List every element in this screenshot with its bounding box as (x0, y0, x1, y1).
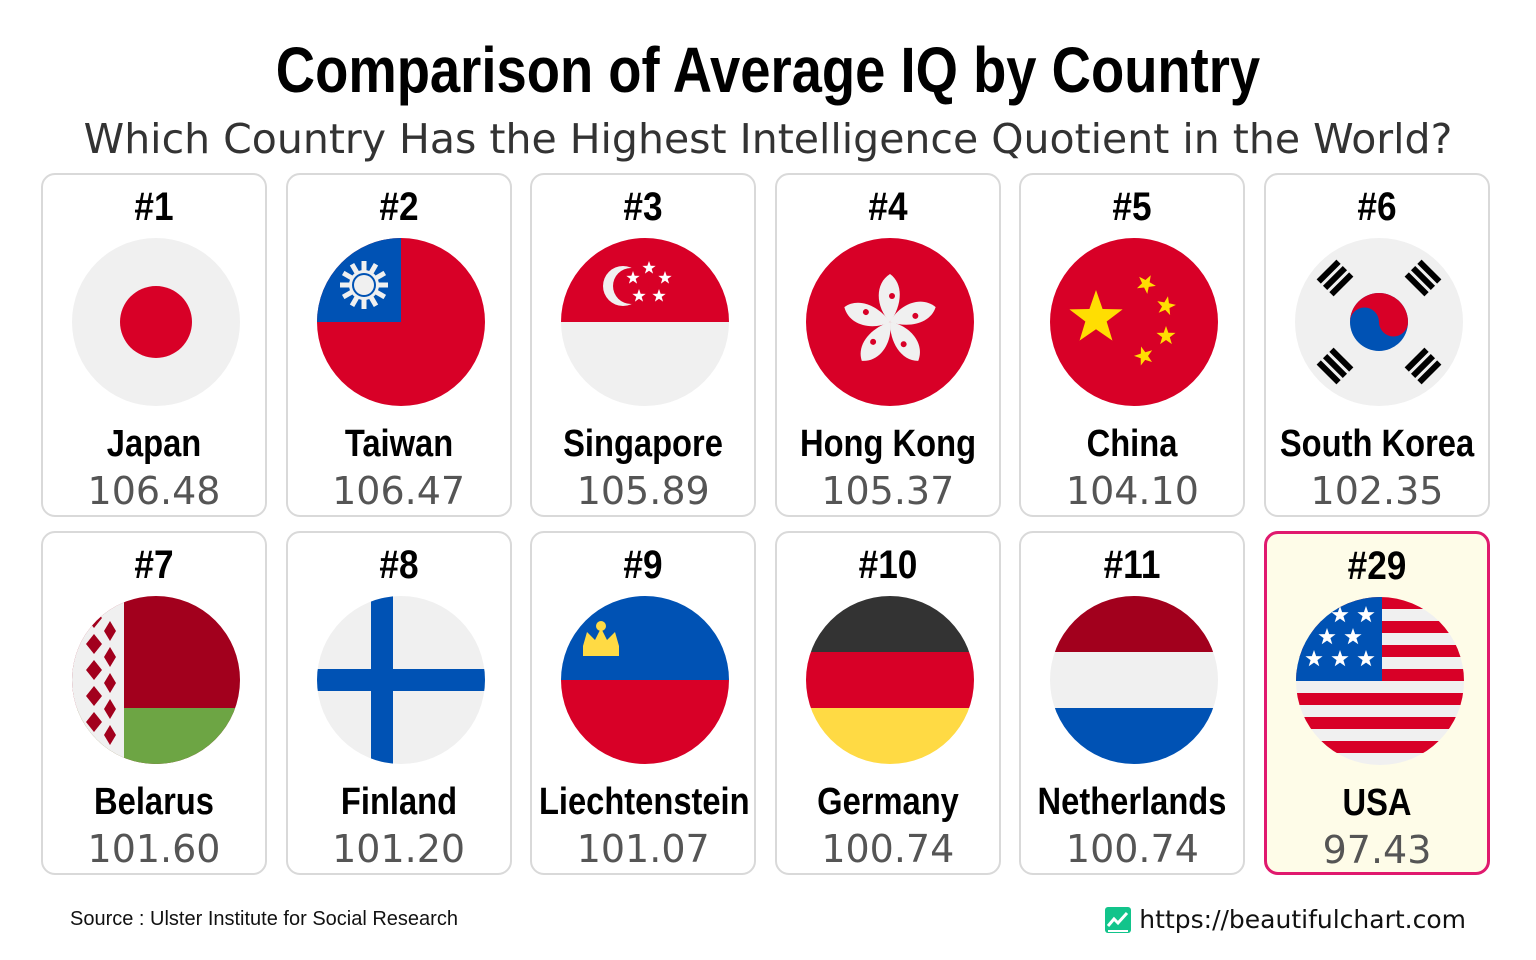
country-name: Netherlands (1037, 781, 1227, 823)
netherlands-flag-icon (1050, 596, 1219, 764)
country-name: Taiwan (344, 423, 453, 465)
website-link[interactable]: https://beautifulchart.com (1105, 905, 1466, 934)
rank-label: #2 (379, 185, 419, 229)
country-name: Belarus (94, 781, 214, 823)
country-card: #1 Japan 106.48 (41, 173, 267, 517)
liechtenstein-flag-icon (561, 596, 730, 764)
country-card: #9 Liechtenstein 101.07 (530, 531, 757, 875)
chart-title: Comparison of Average IQ by Country (275, 34, 1261, 106)
south-korea-flag-icon (1295, 238, 1463, 406)
finland-flag-icon (316, 596, 485, 764)
country-card: #2 Taiwan 106.47 (285, 173, 512, 517)
iq-score: 106.48 (87, 469, 221, 513)
rank-label: #6 (1357, 185, 1397, 229)
country-name: China (1086, 423, 1178, 465)
rank-label: #29 (1347, 544, 1407, 588)
iq-score: 105.89 (576, 469, 710, 513)
country-name: USA (1342, 782, 1412, 824)
source-note: Source : Ulster Institute for Social Res… (70, 908, 458, 930)
rank-label: #3 (623, 185, 663, 229)
hong-kong-flag-icon (805, 238, 974, 406)
rank-label: #7 (134, 543, 174, 587)
country-name: Hong Kong (799, 423, 976, 465)
country-card: #6 South Korea 102.35 (1264, 173, 1490, 517)
country-card: #8 Finland 101.20 (285, 531, 512, 875)
rank-label: #10 (858, 543, 918, 587)
country-card: #29 USA 97.43 (1264, 531, 1490, 875)
country-name: Germany (816, 781, 959, 823)
country-card: #4 Hong Kong 105.37 (774, 173, 1001, 517)
rank-label: #8 (379, 543, 419, 587)
taiwan-flag-icon (316, 238, 485, 406)
country-card: #11 Netherlands 100.74 (1019, 531, 1246, 875)
country-card: #10 Germany 100.74 (774, 531, 1001, 875)
iq-score: 104.10 (1065, 469, 1199, 513)
singapore-flag-icon (561, 238, 730, 406)
iq-score: 100.74 (821, 827, 955, 871)
iq-score: 97.43 (1322, 828, 1432, 872)
country-card: #3 Singapore 105.89 (530, 173, 757, 517)
website-url[interactable]: https://beautifulchart.com (1139, 905, 1466, 934)
country-name: Liechtenstein (539, 781, 750, 823)
rank-label: #9 (623, 543, 663, 587)
china-flag-icon (1050, 238, 1219, 406)
rank-label: #1 (134, 185, 174, 229)
iq-score: 100.74 (1065, 827, 1199, 871)
iq-score: 105.37 (821, 469, 955, 513)
iq-score: 101.20 (332, 827, 466, 871)
rank-label: #4 (868, 185, 908, 229)
country-name: Finland (340, 781, 457, 823)
country-card: #5 China 104.10 (1019, 173, 1246, 517)
rank-label: #5 (1112, 185, 1152, 229)
iq-score: 101.07 (576, 827, 710, 871)
usa-flag-icon (1296, 597, 1464, 765)
country-name: South Korea (1279, 423, 1475, 465)
iq-score: 102.35 (1310, 469, 1444, 513)
belarus-flag-icon (72, 596, 240, 764)
country-card: #7 Belarus 101.60 (41, 531, 267, 875)
country-name: Singapore (563, 423, 724, 465)
country-name: Japan (106, 423, 202, 465)
iq-score: 101.60 (87, 827, 221, 871)
chart-logo-icon (1105, 906, 1132, 933)
iq-score: 106.47 (332, 469, 466, 513)
rank-label: #11 (1103, 543, 1161, 587)
japan-flag-icon (72, 238, 240, 406)
germany-flag-icon (805, 596, 974, 764)
chart-subtitle: Which Country Has the Highest Intelligen… (83, 115, 1453, 163)
